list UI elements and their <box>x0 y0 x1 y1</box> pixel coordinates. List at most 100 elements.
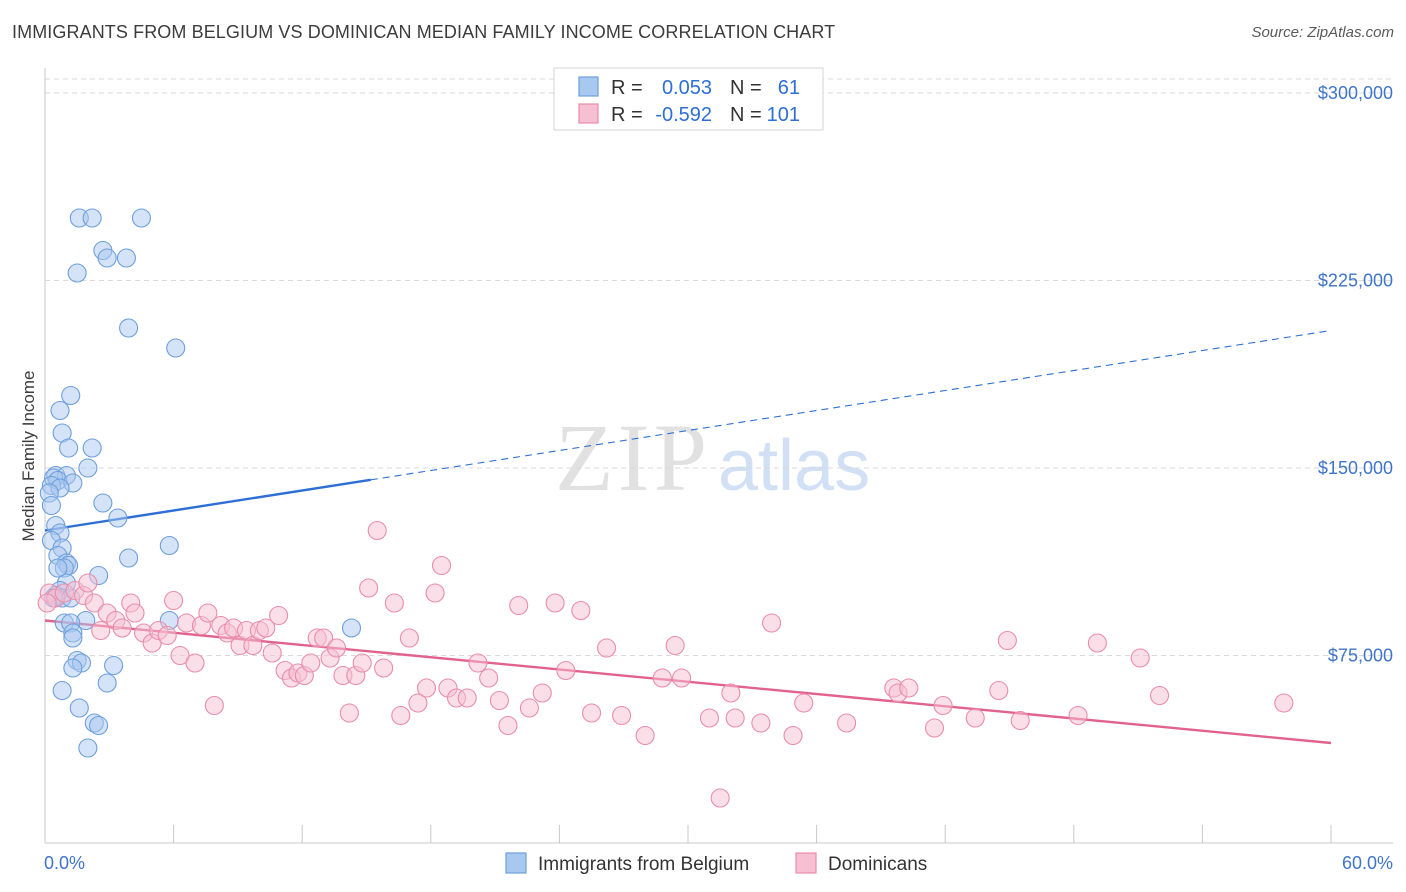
data-points <box>37 208 1294 808</box>
point-dominicans <box>1068 705 1088 726</box>
legend-n-label-2: N = <box>730 104 762 126</box>
point-dominicans <box>78 573 98 593</box>
point-dominicans <box>37 593 57 613</box>
point-dominicans <box>597 638 617 658</box>
point-belgium <box>59 438 79 458</box>
point-dominicans <box>924 718 945 738</box>
y-tick-label: $150,000 <box>1318 458 1393 478</box>
x-tick-label-max: 60.0% <box>1342 853 1393 873</box>
chart-title: IMMIGRANTS FROM BELGIUM VS DOMINICAN MED… <box>12 22 836 42</box>
point-dominicans <box>1087 633 1107 653</box>
point-dominicans <box>710 788 730 808</box>
point-dominicans <box>783 725 803 746</box>
point-dominicans <box>457 688 477 708</box>
point-dominicans <box>262 643 282 663</box>
point-belgium <box>41 495 61 516</box>
point-belgium <box>48 558 68 578</box>
y-tick-label: $75,000 <box>1328 646 1393 666</box>
point-belgium <box>78 458 98 478</box>
point-dominicans <box>125 603 145 623</box>
point-dominicans <box>468 653 488 673</box>
point-belgium <box>78 738 98 758</box>
point-belgium <box>63 628 83 648</box>
point-dominicans <box>581 703 602 723</box>
y-tick-label: $225,000 <box>1318 271 1393 291</box>
legend-r-value-1: 0.053 <box>662 77 712 99</box>
point-dominicans <box>399 628 419 648</box>
watermark-zip: ZIP <box>555 404 711 511</box>
legend-n-label-1: N = <box>730 77 762 99</box>
gridlines <box>45 78 1393 656</box>
point-dominicans <box>509 595 529 616</box>
point-dominicans <box>933 695 953 716</box>
point-belgium <box>82 208 102 228</box>
point-dominicans <box>359 578 379 598</box>
point-belgium <box>69 698 89 718</box>
legend-swatch-pink <box>578 103 599 124</box>
point-belgium <box>61 385 81 406</box>
stats-legend: R = 0.053 N = 61 R = -0.592 N = 101 <box>553 67 824 131</box>
point-dominicans <box>899 678 919 698</box>
point-dominicans <box>91 620 111 641</box>
point-dominicans <box>339 703 359 723</box>
point-dominicans <box>989 680 1009 701</box>
point-belgium <box>166 338 186 358</box>
series-legend-label-belgium: Immigrants from Belgium <box>538 854 749 875</box>
point-dominicans <box>699 708 719 728</box>
point-dominicans <box>326 638 347 658</box>
axes: $75,000 $150,000 $225,000 $300,000 <box>44 68 1393 844</box>
point-dominicans <box>198 603 218 623</box>
point-belgium <box>93 493 113 513</box>
point-dominicans <box>367 520 387 541</box>
point-belgium <box>89 715 109 736</box>
point-dominicans <box>164 590 184 611</box>
point-dominicans <box>725 708 745 728</box>
point-belgium <box>97 248 117 268</box>
point-belgium <box>67 263 87 283</box>
point-dominicans <box>965 708 985 728</box>
point-dominicans <box>672 668 692 688</box>
point-belgium <box>341 618 362 638</box>
point-dominicans <box>185 653 205 673</box>
point-dominicans <box>425 583 445 603</box>
point-belgium <box>63 658 83 678</box>
point-belgium <box>116 248 136 268</box>
point-dominicans <box>665 635 685 656</box>
point-dominicans <box>762 613 782 633</box>
point-belgium <box>97 673 117 693</box>
point-dominicans <box>489 690 509 711</box>
point-belgium <box>159 535 179 556</box>
legend-r-label-1: R = <box>611 77 643 99</box>
legend-n-value-1: 61 <box>778 77 800 99</box>
point-dominicans <box>157 625 177 646</box>
point-belgium <box>119 548 139 568</box>
point-dominicans <box>352 653 372 673</box>
point-belgium <box>50 400 70 421</box>
point-dominicans <box>635 725 655 746</box>
point-belgium <box>108 508 128 528</box>
point-dominicans <box>545 593 565 613</box>
point-dominicans <box>721 683 741 703</box>
point-dominicans <box>794 693 814 713</box>
point-dominicans <box>204 695 224 716</box>
point-dominicans <box>997 630 1017 651</box>
series-legend-label-dominicans: Dominicans <box>828 854 927 875</box>
point-belgium <box>104 655 124 676</box>
watermark-atlas: atlas <box>718 426 870 506</box>
trend-line-belgium-solid <box>44 478 371 532</box>
point-dominicans <box>751 713 771 733</box>
y-tick-label: $300,000 <box>1318 83 1393 103</box>
point-dominicans <box>408 693 428 713</box>
point-dominicans <box>170 645 190 666</box>
point-dominicans <box>571 600 591 621</box>
point-belgium <box>82 438 102 458</box>
point-dominicans <box>301 653 321 673</box>
point-dominicans <box>416 678 437 698</box>
legend-swatch-blue <box>578 76 599 97</box>
trend-line-belgium-dashed <box>370 329 1332 481</box>
series-legend: Immigrants from Belgium Dominicans <box>505 852 927 875</box>
point-dominicans <box>1130 648 1150 668</box>
legend-n-value-2: 101 <box>767 104 800 126</box>
point-dominicans <box>256 618 276 638</box>
